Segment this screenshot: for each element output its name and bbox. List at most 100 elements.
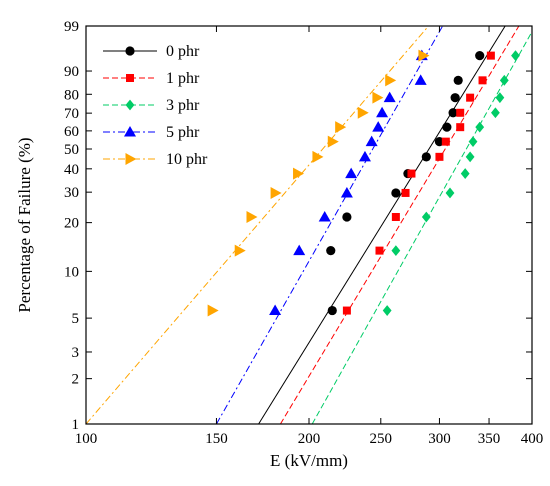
data-point-10-phr — [246, 210, 258, 223]
x-tick-label: 150 — [205, 431, 228, 447]
data-point-5-phr — [318, 210, 331, 222]
data-point-0-phr — [434, 137, 445, 147]
fit-lines — [86, 26, 532, 424]
fit-line-3-phr — [311, 30, 532, 424]
y-tick-label: 50 — [64, 142, 79, 158]
legend-marker-0-phr — [125, 46, 135, 56]
data-point-0-phr — [450, 93, 460, 103]
legend-marker-3-phr — [125, 99, 135, 111]
y-axis: 1 2 3 5 10 20 30 40 50 60 70 80 90 99 — [64, 19, 532, 433]
data-point-5-phr — [372, 121, 385, 132]
data-point-5-phr — [293, 244, 306, 256]
data-point-5-phr — [365, 135, 378, 147]
data-point-5-phr — [376, 106, 389, 118]
data-point-5-phr — [340, 186, 353, 198]
data-point-1-phr — [466, 93, 475, 102]
y-tick-label: 2 — [72, 372, 80, 388]
y-tick-label: 80 — [64, 87, 79, 103]
data-point-5-phr — [358, 150, 371, 162]
fit-line-0-phr — [258, 26, 506, 424]
data-point-3-phr — [445, 187, 455, 199]
data-point-5-phr — [414, 74, 427, 85]
data-point-3-phr — [499, 74, 509, 86]
data-point-3-phr — [475, 121, 485, 133]
data-point-3-phr — [421, 211, 431, 223]
data-point-10-phr — [293, 167, 305, 180]
y-tick-label: 1 — [72, 417, 80, 433]
y-tick-label: 30 — [64, 185, 79, 201]
data-point-0-phr — [421, 152, 431, 162]
legend-label-1-phr: 1 phr — [166, 70, 200, 87]
y-tick-label: 90 — [64, 64, 79, 80]
legend-label-5-phr: 5 phr — [166, 124, 200, 141]
data-point-3-phr — [468, 136, 478, 148]
y-tick-label: 70 — [64, 106, 79, 122]
data-point-0-phr — [475, 51, 485, 61]
data-point-0-phr — [327, 305, 337, 316]
data-point-10-phr — [312, 150, 324, 163]
data-point-1-phr — [456, 123, 465, 132]
data-point-1-phr — [407, 169, 416, 178]
legend-marker-1-phr — [126, 74, 134, 82]
x-tick-label: 400 — [521, 431, 544, 447]
data-point-10-phr — [357, 106, 369, 119]
data-point-1-phr — [401, 188, 410, 197]
data-point-0-phr — [326, 246, 336, 256]
data-point-3-phr — [491, 107, 500, 119]
data-point-10-phr — [418, 49, 430, 62]
y-tick-label: 60 — [64, 124, 79, 140]
data-point-3-phr — [511, 50, 520, 62]
data-point-10-phr — [385, 74, 397, 87]
data-point-0-phr — [453, 75, 463, 85]
data-point-1-phr — [478, 76, 487, 85]
y-tick-label: 99 — [64, 19, 79, 35]
legend-label-3-phr: 3 phr — [166, 97, 200, 114]
x-axis-label: E (kV/mm) — [270, 451, 348, 470]
legend-label-0-phr: 0 phr — [166, 43, 200, 60]
data-point-5-phr — [269, 304, 282, 316]
data-point-0-phr — [442, 122, 452, 132]
fit-line-1-phr — [279, 26, 520, 424]
x-tick-label: 100 — [75, 431, 98, 447]
x-tick-label: 350 — [478, 431, 501, 447]
data-point-3-phr — [495, 92, 505, 104]
legend-marker-5-phr — [124, 126, 136, 137]
data-point-1-phr — [486, 51, 495, 60]
y-tick-label: 10 — [64, 264, 79, 280]
data-point-3-phr — [391, 245, 401, 257]
data-point-5-phr — [345, 167, 358, 179]
data-point-1-phr — [441, 137, 450, 146]
data-point-0-phr — [448, 108, 458, 118]
data-point-3-phr — [465, 151, 475, 163]
data-point-1-phr — [435, 152, 444, 161]
x-axis: 100 150 200 250 300 350 400 — [75, 26, 544, 447]
data-point-3-phr — [382, 305, 392, 316]
data-point-1-phr — [456, 108, 465, 117]
x-tick-label: 200 — [298, 431, 321, 447]
y-tick-label: 40 — [64, 162, 79, 178]
fit-line-10-phr — [86, 26, 429, 424]
plot-frame — [85, 25, 533, 425]
data-point-1-phr — [342, 306, 351, 315]
data-point-10-phr — [372, 91, 384, 104]
data-point-5-phr — [383, 91, 396, 103]
x-tick-label: 300 — [428, 431, 451, 447]
data-point-10-phr — [327, 135, 339, 148]
legend-label-10-phr: 10 phr — [166, 151, 208, 168]
fit-line-5-phr — [216, 26, 444, 424]
x-tick-label: 250 — [370, 431, 393, 447]
legend-marker-10-phr — [125, 153, 137, 165]
y-tick-label: 20 — [64, 216, 79, 232]
data-point-3-phr — [460, 168, 470, 179]
data-point-1-phr — [375, 246, 384, 255]
legend: 0 phr 1 phr 3 phr 5 phr 10 phr — [103, 43, 208, 168]
y-axis-label: Percentage of Failure (%) — [15, 137, 34, 312]
data-point-0-phr — [342, 212, 352, 222]
y-tick-label: 5 — [72, 311, 80, 327]
data-point-10-phr — [270, 186, 282, 199]
data-point-0-phr — [391, 188, 401, 198]
data-point-10-phr — [234, 244, 246, 257]
data-point-1-phr — [391, 212, 400, 221]
data-markers — [207, 49, 520, 317]
